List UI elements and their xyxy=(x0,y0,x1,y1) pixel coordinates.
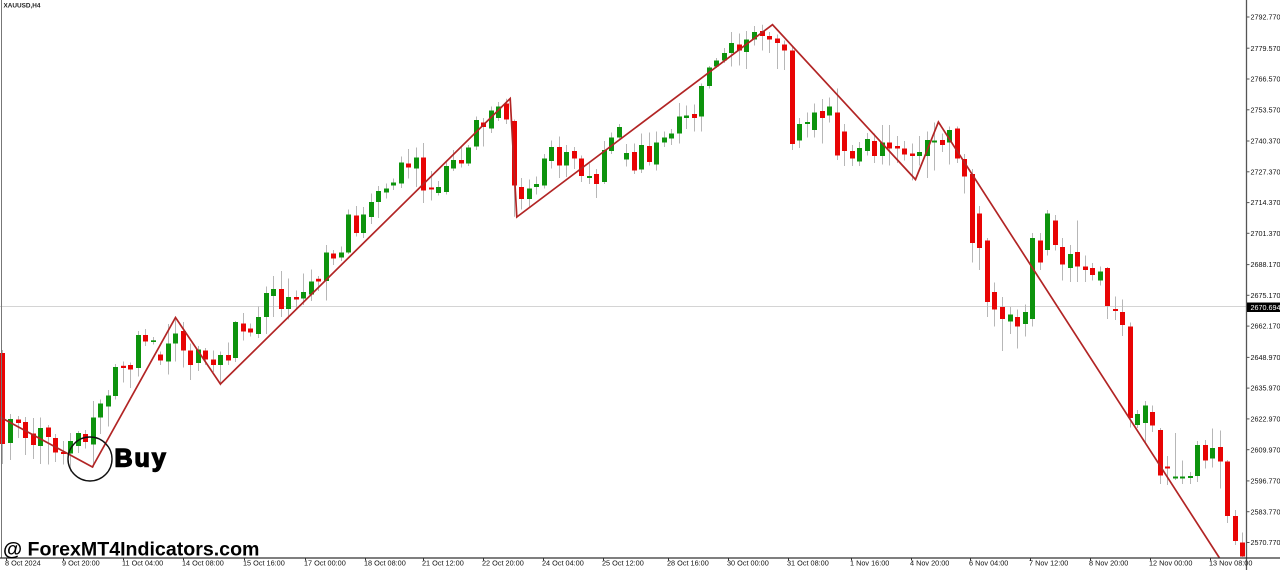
svg-text:XAUUSD,H4: XAUUSD,H4 xyxy=(4,3,41,10)
svg-text:@ ForexMT4Indicators.com: @ ForexMT4Indicators.com xyxy=(3,539,259,561)
svg-text:2714.370: 2714.370 xyxy=(1251,198,1280,207)
svg-text:13 Nov 08:00: 13 Nov 08:00 xyxy=(1209,559,1252,568)
svg-text:21 Oct 12:00: 21 Oct 12:00 xyxy=(422,559,464,568)
svg-text:2779.570: 2779.570 xyxy=(1251,44,1280,53)
svg-text:2766.570: 2766.570 xyxy=(1251,75,1280,84)
svg-text:2609.970: 2609.970 xyxy=(1251,445,1280,454)
svg-text:22 Oct 20:00: 22 Oct 20:00 xyxy=(482,559,524,568)
svg-text:2792.770: 2792.770 xyxy=(1251,13,1280,22)
svg-text:2648.970: 2648.970 xyxy=(1251,353,1280,362)
svg-text:30 Oct 00:00: 30 Oct 00:00 xyxy=(727,559,769,568)
svg-text:2740.370: 2740.370 xyxy=(1251,137,1280,146)
svg-text:2570.770: 2570.770 xyxy=(1251,538,1280,547)
svg-text:2583.770: 2583.770 xyxy=(1251,507,1280,516)
svg-text:2675.170: 2675.170 xyxy=(1251,291,1280,300)
svg-text:4 Nov 20:00: 4 Nov 20:00 xyxy=(910,559,949,568)
svg-text:2727.370: 2727.370 xyxy=(1251,167,1280,176)
svg-text:1 Nov 16:00: 1 Nov 16:00 xyxy=(850,559,889,568)
svg-text:25 Oct 12:00: 25 Oct 12:00 xyxy=(602,559,644,568)
svg-text:2688.170: 2688.170 xyxy=(1251,260,1280,269)
svg-text:2662.170: 2662.170 xyxy=(1251,322,1280,331)
svg-text:2622.970: 2622.970 xyxy=(1251,415,1280,424)
svg-text:Buy: Buy xyxy=(115,445,168,473)
svg-text:24 Oct 04:00: 24 Oct 04:00 xyxy=(542,559,584,568)
svg-text:31 Oct 08:00: 31 Oct 08:00 xyxy=(787,559,829,568)
svg-text:2596.770: 2596.770 xyxy=(1251,477,1280,486)
svg-text:28 Oct 16:00: 28 Oct 16:00 xyxy=(667,559,709,568)
svg-text:2753.570: 2753.570 xyxy=(1251,105,1280,114)
svg-text:6 Nov 04:00: 6 Nov 04:00 xyxy=(969,559,1008,568)
svg-text:2635.970: 2635.970 xyxy=(1251,384,1280,393)
svg-text:17 Oct 00:00: 17 Oct 00:00 xyxy=(304,559,346,568)
svg-text:2670.694: 2670.694 xyxy=(1251,303,1280,312)
svg-text:2701.370: 2701.370 xyxy=(1251,229,1280,238)
svg-text:8 Nov 20:00: 8 Nov 20:00 xyxy=(1089,559,1128,568)
svg-text:18 Oct 08:00: 18 Oct 08:00 xyxy=(364,559,406,568)
svg-text:12 Nov 00:00: 12 Nov 00:00 xyxy=(1149,559,1192,568)
svg-text:7 Nov 12:00: 7 Nov 12:00 xyxy=(1029,559,1068,568)
